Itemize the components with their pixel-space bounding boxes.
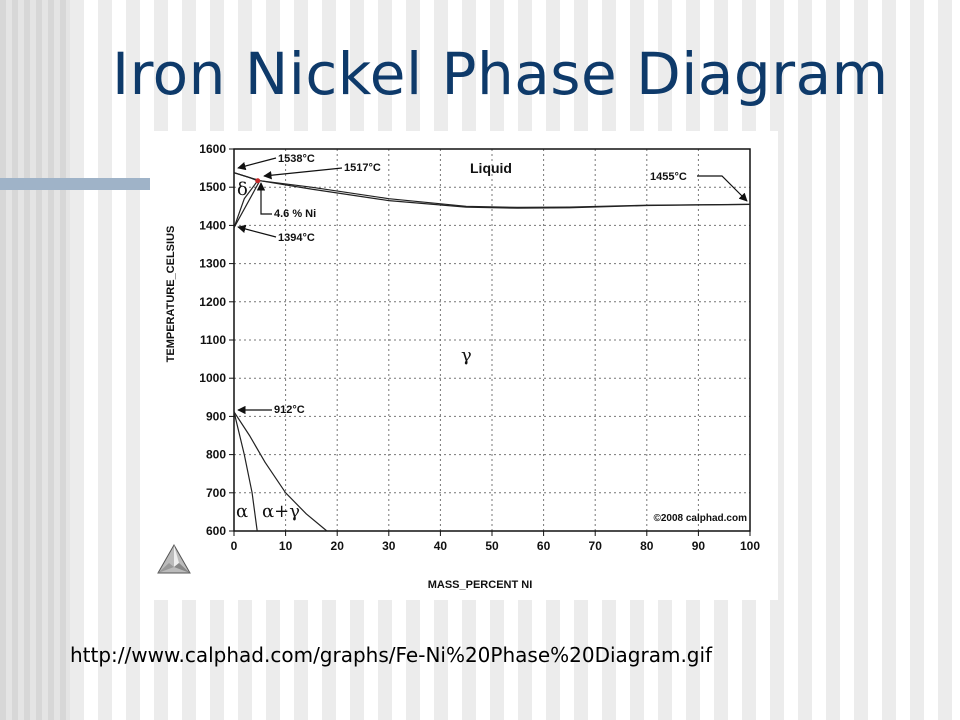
annotation-label: 912°C: [274, 404, 305, 416]
annotation-label: 1394°C: [278, 232, 315, 244]
x-tick-label: 0: [231, 539, 238, 553]
phase-label-delta: δ: [237, 179, 248, 200]
x-tick-labels: 0 10 20 30 40 50 60 70 80 90 100: [231, 539, 761, 553]
x-tick-label: 100: [740, 539, 760, 553]
phase-label-alpha: α: [236, 501, 248, 522]
y-tick-label: 1600: [199, 142, 226, 156]
x-tick-label: 90: [692, 539, 706, 553]
chart-copyright: ©2008 calphad.com: [653, 513, 747, 524]
annotation-label: 1517°C: [344, 162, 381, 174]
y-tick-label: 600: [206, 524, 226, 538]
annotation-arrow: [237, 224, 277, 238]
calphad-logo: [157, 543, 191, 574]
x-tick-label: 70: [589, 539, 603, 553]
y-tick-label: 1000: [199, 371, 226, 385]
x-tick-label: 10: [279, 539, 293, 553]
y-tick-label: 1500: [199, 180, 226, 194]
phase-label-liquid: Liquid: [470, 160, 512, 176]
phase-diagram-chart: 0 10 20 30 40 50 60 70 80 90 100 600 700 800 900 1000 1…: [150, 131, 778, 600]
plot-frame: [233, 148, 751, 532]
annotation-arrow: [256, 182, 272, 215]
y-tick-labels: 600 700 800 900 1000 1100 1200 1300 1400 1500 1600: [199, 142, 226, 538]
phase-boundary-2: [233, 172, 751, 209]
y-tick-label: 1100: [200, 333, 226, 347]
phase-boundary-6: [233, 411, 258, 532]
left-decor-strip: [0, 0, 70, 720]
phase-curves: [233, 172, 751, 532]
annotation-label: 4.6 % Ni: [274, 208, 316, 220]
x-tick-label: 40: [434, 539, 448, 553]
slide-title: Iron Nickel Phase Diagram: [112, 40, 889, 108]
x-tick-label: 60: [537, 539, 551, 553]
x-tick-label: 50: [485, 539, 499, 553]
plot-border: [233, 148, 751, 532]
y-tick-label: 1300: [199, 257, 226, 271]
y-tick-label: 800: [206, 448, 226, 462]
phase-boundary-5: [233, 180, 261, 228]
x-tick-label: 20: [331, 539, 345, 553]
phase-boundary-4: [233, 180, 259, 228]
annotation-label: 1538°C: [278, 153, 315, 165]
annotation-arrow: [237, 157, 277, 171]
accent-bar: [0, 178, 150, 190]
phase-label-gamma: γ: [461, 345, 472, 366]
y-tick-label: 700: [206, 486, 226, 500]
annotations: 1538°C 1517°C 4.6 % Ni 1394°C 1455°C 912°C: [237, 153, 748, 416]
y-axis-title: TEMPERATURE_CELSIUS: [165, 226, 177, 363]
y-tick-label: 1200: [199, 295, 226, 309]
y-tick-label: 1400: [199, 218, 226, 232]
annotation-arrow: [263, 167, 343, 180]
x-axis-title: MASS_PERCENT NI: [428, 579, 533, 591]
phase-diagram-svg: 0 10 20 30 40 50 60 70 80 90 100 600 700 800 900 1000 1…: [157, 142, 761, 591]
phase-boundary-3: [233, 172, 258, 182]
phase-label-alpha-gamma: α+γ: [262, 501, 300, 522]
peritectic-point-marker: [255, 178, 261, 184]
x-tick-label: 80: [640, 539, 654, 553]
phase-boundary-7: [233, 411, 328, 532]
x-tick-label: 30: [382, 539, 396, 553]
y-tick-label: 900: [206, 409, 226, 423]
annotation-label: 1455°C: [650, 171, 687, 183]
annotation-arrow: [697, 175, 748, 202]
source-url: http://www.calphad.com/graphs/Fe-Ni%20Ph…: [70, 643, 713, 667]
